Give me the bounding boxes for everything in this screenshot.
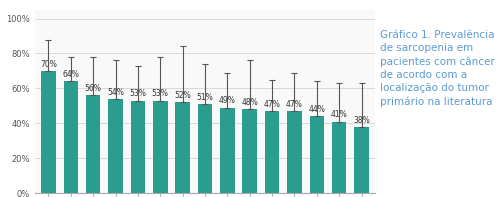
Text: 64%: 64% bbox=[62, 70, 79, 79]
Bar bbox=[242, 109, 257, 193]
Text: 70%: 70% bbox=[40, 60, 57, 69]
Text: 38%: 38% bbox=[353, 116, 370, 125]
Bar bbox=[265, 111, 280, 193]
Bar bbox=[287, 111, 302, 193]
Text: 41%: 41% bbox=[331, 111, 347, 119]
Bar bbox=[354, 127, 369, 193]
Bar bbox=[86, 95, 101, 193]
Text: 47%: 47% bbox=[286, 100, 303, 109]
Bar bbox=[332, 122, 346, 193]
Text: Gráfico 1. Prevalência de sarcopenia em pacientes com câncer de acordo com a loc: Gráfico 1. Prevalência de sarcopenia em … bbox=[380, 30, 495, 107]
Bar bbox=[41, 71, 56, 193]
Bar bbox=[310, 116, 324, 193]
Bar bbox=[130, 101, 145, 193]
Bar bbox=[153, 101, 168, 193]
Bar bbox=[64, 81, 78, 193]
Text: 49%: 49% bbox=[219, 97, 236, 105]
Text: 52%: 52% bbox=[174, 91, 191, 100]
Text: 48%: 48% bbox=[242, 98, 258, 107]
Text: 47%: 47% bbox=[264, 100, 280, 109]
Text: 56%: 56% bbox=[84, 84, 102, 93]
Bar bbox=[198, 104, 212, 193]
Bar bbox=[108, 99, 123, 193]
Text: 53%: 53% bbox=[130, 89, 146, 98]
Bar bbox=[220, 108, 234, 193]
Bar bbox=[176, 102, 190, 193]
Text: 54%: 54% bbox=[107, 88, 124, 97]
Text: 44%: 44% bbox=[308, 105, 326, 114]
Text: 53%: 53% bbox=[152, 89, 168, 98]
Text: 51%: 51% bbox=[196, 93, 214, 102]
